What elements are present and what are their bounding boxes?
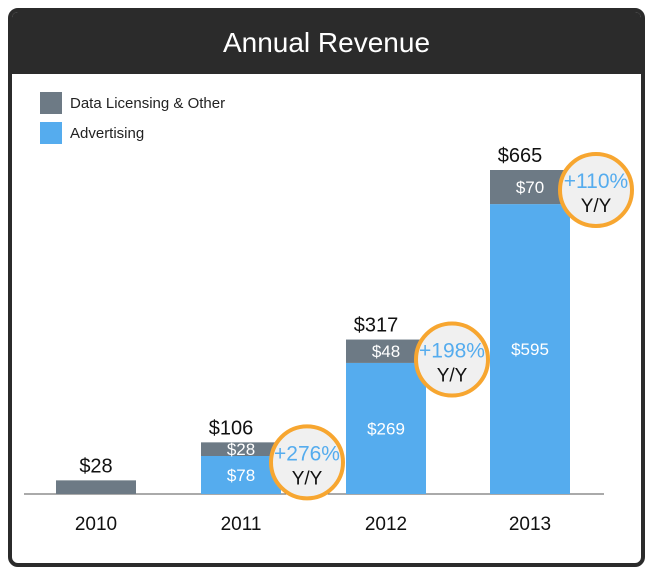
bar-data-licensing-2010 xyxy=(56,480,136,494)
bar-label-data-licensing-2011: $28 xyxy=(227,440,255,459)
bar-label-advertising-2013: $595 xyxy=(511,340,549,359)
bar-data-licensing-2012 xyxy=(346,339,426,363)
growth-label-2012: +198% xyxy=(419,340,485,363)
x-tick-2010: 2010 xyxy=(75,514,117,535)
bar-label-advertising-2012: $269 xyxy=(367,419,405,438)
total-label-2012: $317 xyxy=(354,315,399,337)
bar-label-advertising-2011: $78 xyxy=(227,466,255,485)
legend-label-1: Advertising xyxy=(70,125,144,142)
growth-circle-2012 xyxy=(414,321,490,398)
bar-advertising-2013 xyxy=(490,204,570,494)
growth-circle-2013 xyxy=(558,152,634,228)
growth-suffix-2011: Y/Y xyxy=(292,468,323,489)
x-tick-2011: 2011 xyxy=(221,514,262,535)
total-label-2010: $28 xyxy=(79,455,112,477)
total-label-2013: $665 xyxy=(498,145,543,167)
bar-advertising-2011 xyxy=(201,455,281,494)
bar-label-data-licensing-2012: $48 xyxy=(372,342,400,361)
x-tick-2013: 2013 xyxy=(509,514,551,535)
chart-title: Annual Revenue xyxy=(12,12,641,74)
growth-circle-2011 xyxy=(269,424,345,501)
growth-suffix-2013: Y/Y xyxy=(581,196,612,217)
growth-label-2013: +110% xyxy=(564,170,628,193)
bar-data-licensing-2013 xyxy=(490,170,570,205)
bar-advertising-2012 xyxy=(346,362,426,494)
growth-label-2011: +276% xyxy=(274,442,340,465)
bar-data-licensing-2011 xyxy=(201,442,281,456)
legend-swatch-0 xyxy=(40,92,62,114)
legend-label-0: Data Licensing & Other xyxy=(70,95,225,112)
legend-swatch-1 xyxy=(40,122,62,144)
total-label-2011: $106 xyxy=(209,417,254,439)
x-tick-2012: 2012 xyxy=(365,514,407,535)
growth-suffix-2012: Y/Y xyxy=(437,366,468,387)
bar-label-data-licensing-2013: $70 xyxy=(516,178,544,197)
